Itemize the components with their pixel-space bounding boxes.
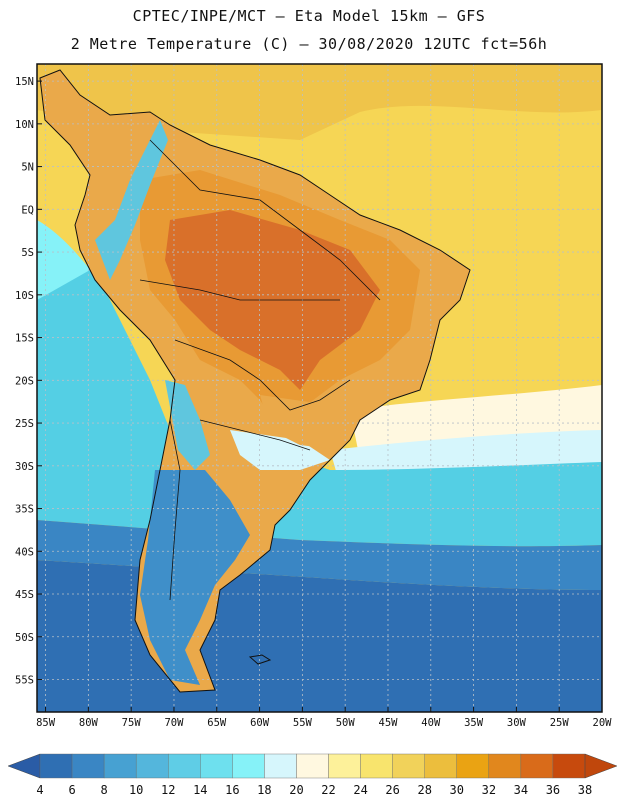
internal-border-3 xyxy=(174,339,351,411)
central-andes xyxy=(165,380,210,470)
colorbar-label: 26 xyxy=(385,783,399,797)
colorbar-swatch xyxy=(552,753,586,779)
colorbar-label: 22 xyxy=(321,783,335,797)
colorbar-swatch xyxy=(424,753,457,779)
colorbar-label: 14 xyxy=(193,783,207,797)
colorbar-swatch xyxy=(328,753,361,779)
chart-subtitle: 2 Metre Temperature (C) – 30/08/2020 12U… xyxy=(70,35,548,53)
colorbar-label: 6 xyxy=(68,783,75,797)
internal-border-1 xyxy=(149,139,381,301)
lon-label: 25W xyxy=(550,717,570,729)
colorbar-swatch xyxy=(488,753,522,779)
lat-label: 15S xyxy=(15,333,34,345)
lon-label: 40W xyxy=(421,717,441,729)
colorbar-swatch xyxy=(200,753,233,779)
lon-label: 30W xyxy=(507,717,527,729)
lon-label: 80W xyxy=(79,717,99,729)
lat-label: 5N xyxy=(21,162,34,174)
internal-border-4 xyxy=(199,419,311,451)
lat-label: 45S xyxy=(15,589,34,601)
map-frame xyxy=(36,63,603,713)
latitude-labels: 15N 10N 5N EQ 5S 10S 15S 20S 25S 30S 35S 40S 45S 50S 5… xyxy=(15,76,42,687)
internal-border-2 xyxy=(139,279,340,301)
lon-label: 35W xyxy=(464,717,484,729)
lat-label: 10S xyxy=(15,290,34,302)
ocean-band-light xyxy=(37,220,90,300)
colorbar-label: 4 xyxy=(36,783,43,797)
colorbar-swatch xyxy=(39,753,73,779)
lon-label: 85W xyxy=(36,717,56,729)
falklands xyxy=(248,654,272,665)
southern-brazil-warm xyxy=(260,395,355,450)
colorbar-label: 18 xyxy=(257,783,271,797)
colorbar-swatch xyxy=(360,753,393,779)
lat-label: 15N xyxy=(15,76,34,88)
colorbar-swatch xyxy=(232,753,265,779)
colorbar-swatch xyxy=(392,753,425,779)
colorbar-label: 34 xyxy=(514,783,528,797)
lat-label: 20S xyxy=(15,375,34,387)
colorbar-label: 38 xyxy=(578,783,592,797)
lon-label: 50W xyxy=(336,717,356,729)
colorbar: 4 6 8 10 12 14 16 18 20 22 24 26 28 30 32 34 36 38 xyxy=(7,753,618,797)
colorbar-label: 30 xyxy=(450,783,464,797)
lat-label: 30S xyxy=(15,461,34,473)
colorbar-swatch xyxy=(168,753,201,779)
colorbar-swatch xyxy=(456,753,490,779)
coastline-south-america xyxy=(39,69,471,693)
lat-label: EQ xyxy=(21,204,34,216)
colorbar-low-arrow xyxy=(7,753,41,779)
colorbar-label: 20 xyxy=(289,783,303,797)
chart-title: CPTEC/INPE/MCT – Eta Model 15km – GFS xyxy=(132,7,486,25)
colorbar-label: 10 xyxy=(129,783,143,797)
lat-label: 55S xyxy=(15,675,34,687)
coastline-layer xyxy=(39,69,471,693)
lat-label: 35S xyxy=(15,504,34,516)
graticule xyxy=(37,64,603,712)
lon-label: 45W xyxy=(379,717,399,729)
lon-label: 20W xyxy=(593,717,613,729)
longitude-labels: 85W 80W 75W 70W 65W 60W 55W 50W 45W 40W 35W 30W 25W 2… xyxy=(36,707,612,729)
colorbar-label: 16 xyxy=(225,783,239,797)
ocean-band-gold xyxy=(37,64,602,140)
colorbar-label: 8 xyxy=(101,783,108,797)
colorbar-label: 32 xyxy=(482,783,496,797)
colorbar-swatch xyxy=(135,753,169,779)
colorbar-high-arrow xyxy=(584,753,618,779)
lat-label: 5S xyxy=(21,247,34,259)
lon-label: 60W xyxy=(250,717,270,729)
field-layer xyxy=(37,64,602,712)
lon-label: 75W xyxy=(122,717,142,729)
colorbar-swatch xyxy=(296,753,329,779)
colorbar-swatch xyxy=(520,753,554,779)
colorbar-swatch xyxy=(103,753,137,779)
internal-border-5 xyxy=(169,419,181,601)
lat-label: 25S xyxy=(15,418,34,430)
lon-label: 70W xyxy=(164,717,184,729)
lat-label: 10N xyxy=(15,119,34,131)
colorbar-label: 24 xyxy=(353,783,367,797)
colorbar-swatch xyxy=(264,753,297,779)
colorbar-label: 12 xyxy=(161,783,175,797)
colorbar-label: 36 xyxy=(546,783,560,797)
colorbar-swatch xyxy=(71,753,105,779)
lon-label: 55W xyxy=(293,717,313,729)
patagonia-cold xyxy=(140,470,250,685)
colorbar-label: 28 xyxy=(417,783,431,797)
pampas-pale xyxy=(230,430,330,470)
lat-label: 50S xyxy=(15,632,34,644)
lon-label: 65W xyxy=(207,717,227,729)
lat-label: 40S xyxy=(15,546,34,558)
